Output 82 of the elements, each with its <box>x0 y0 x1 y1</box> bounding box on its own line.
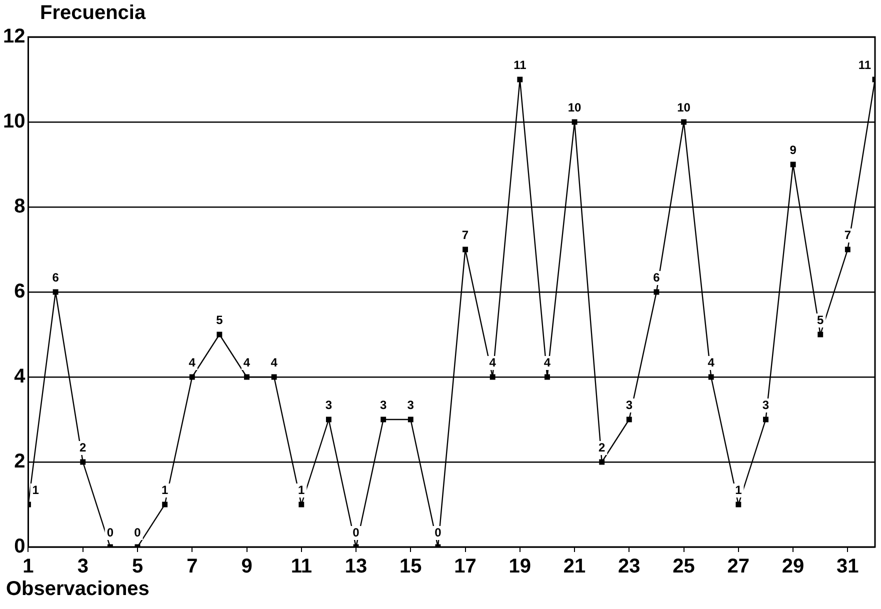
point <box>298 502 304 508</box>
y-tick-label: 0 <box>14 536 26 558</box>
data-label: 0 <box>106 525 114 540</box>
point <box>271 374 277 380</box>
data-label: 1 <box>32 482 40 497</box>
point <box>380 416 386 422</box>
point <box>818 332 824 338</box>
y-tick-label: 6 <box>14 280 26 303</box>
x-tick-label: 25 <box>672 556 695 578</box>
point <box>626 416 632 422</box>
x-tick-label: 29 <box>782 556 804 578</box>
point <box>736 502 742 508</box>
data-label: 2 <box>80 440 87 454</box>
point <box>408 416 414 422</box>
point <box>244 374 250 380</box>
x-tick-label: 23 <box>618 556 640 578</box>
data-label: 11 <box>514 58 527 72</box>
x-tick-label: 5 <box>132 556 144 578</box>
x-tick-label: 11 <box>290 556 312 578</box>
x-tick-label: 9 <box>241 556 252 578</box>
data-label: 4 <box>188 355 196 370</box>
data-label: 5 <box>216 312 224 327</box>
data-label: 0 <box>134 525 142 540</box>
data-label: 3 <box>762 398 770 412</box>
chart-title: Frecuencia <box>40 2 146 25</box>
x-tick-label: 7 <box>186 556 198 578</box>
data-label: 7 <box>462 228 469 242</box>
x-tick-label: 27 <box>727 556 750 578</box>
data-label: 1 <box>735 482 742 497</box>
point <box>462 246 468 252</box>
x-tick-label: 13 <box>344 556 368 578</box>
y-tick-label: 12 <box>2 26 26 48</box>
data-label: 4 <box>489 355 496 370</box>
data-label: 0 <box>434 525 442 540</box>
data-label: 3 <box>380 398 387 412</box>
x-tick-label: 21 <box>563 556 586 578</box>
data-label: 5 <box>817 312 824 327</box>
x-tick-label: 1 <box>22 556 34 578</box>
x-tick-label: 3 <box>77 556 88 578</box>
data-label: 6 <box>653 270 660 284</box>
data-label: 3 <box>325 398 332 412</box>
data-label: 6 <box>52 270 60 284</box>
point <box>544 374 550 380</box>
data-label: 11 <box>858 58 872 72</box>
data-label: 10 <box>677 100 691 114</box>
x-tick-label: 19 <box>508 556 532 578</box>
point <box>599 459 605 465</box>
point <box>490 374 496 380</box>
point <box>790 162 796 168</box>
data-label: 4 <box>708 355 715 370</box>
data-label: 3 <box>407 398 414 412</box>
data-label: 3 <box>626 398 633 412</box>
data-label: 2 <box>598 440 606 454</box>
point <box>80 459 86 465</box>
x-tick-label: 15 <box>400 556 422 578</box>
data-label: 7 <box>844 228 852 242</box>
data-label: 10 <box>568 100 582 114</box>
x-tick-label: 17 <box>454 556 476 578</box>
data-label: 4 <box>270 355 278 370</box>
point <box>681 119 687 125</box>
data-label: 4 <box>243 355 250 370</box>
point <box>572 119 578 125</box>
point <box>326 416 332 422</box>
data-label: 1 <box>298 482 306 497</box>
point <box>52 289 58 295</box>
data-label: 1 <box>161 482 168 497</box>
data-label: 0 <box>352 525 360 540</box>
y-tick-label: 4 <box>14 366 26 388</box>
point <box>189 374 195 380</box>
point <box>708 374 714 380</box>
x-axis-title: Observaciones <box>6 578 150 601</box>
point <box>216 332 222 338</box>
y-tick-label: 8 <box>14 196 26 218</box>
y-tick-label: 2 <box>14 450 26 473</box>
point <box>517 76 523 82</box>
data-label: 4 <box>544 355 551 370</box>
point <box>844 246 850 252</box>
x-tick-label: 31 <box>836 556 859 578</box>
data-label: 9 <box>790 142 797 157</box>
point <box>162 502 168 508</box>
y-tick-label: 10 <box>2 110 26 133</box>
point <box>763 416 768 422</box>
